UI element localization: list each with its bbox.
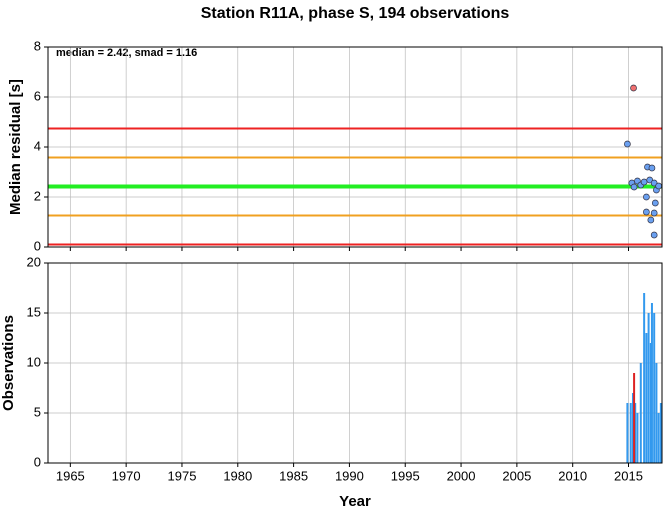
y-tick-label: 8	[34, 38, 41, 53]
bar	[647, 313, 650, 463]
x-tick-label: 1970	[112, 468, 141, 483]
bar	[659, 403, 662, 463]
bar	[634, 403, 637, 463]
x-tick-label: 2010	[558, 468, 587, 483]
x-tick-label: 2015	[614, 468, 643, 483]
point	[650, 231, 658, 239]
point	[650, 209, 658, 217]
point	[643, 193, 650, 201]
y-tick-label: 0	[34, 454, 41, 469]
point	[651, 199, 659, 207]
point	[648, 164, 656, 172]
bar	[626, 403, 629, 463]
bar	[655, 363, 658, 463]
point	[630, 84, 637, 92]
x-tick-label: 1980	[223, 468, 252, 483]
point	[630, 183, 638, 191]
y-tick-label: 10	[27, 354, 41, 369]
bar	[653, 313, 656, 463]
plot-frame	[47, 262, 663, 464]
point	[655, 182, 663, 190]
bar	[645, 333, 648, 463]
y-tick-label: 20	[27, 254, 41, 269]
plot-frame	[47, 46, 663, 248]
x-tick-label: 2005	[502, 468, 531, 483]
bar	[633, 373, 636, 463]
bar	[643, 293, 646, 463]
bar	[636, 413, 639, 463]
x-axis-label: Year	[339, 493, 371, 510]
y-tick-label: 0	[34, 238, 41, 253]
bar	[649, 343, 652, 463]
y-tick-label: 6	[34, 88, 41, 103]
bar	[629, 403, 632, 463]
point	[624, 140, 631, 148]
chart-title: Station R11A, phase S, 194 observations	[201, 5, 510, 22]
x-tick-label: 1975	[168, 468, 197, 483]
bar	[631, 393, 634, 463]
y-tick-label: 4	[34, 138, 41, 153]
point	[643, 208, 650, 216]
bar	[650, 303, 653, 463]
point	[647, 216, 655, 224]
y-tick-label: 2	[34, 188, 41, 203]
x-tick-label: 1995	[391, 468, 420, 483]
bar	[639, 363, 642, 463]
x-tick-label: 1965	[56, 468, 85, 483]
y-axis-label: Observations	[0, 315, 17, 411]
x-tick-label: 1985	[279, 468, 308, 483]
annotation: median = 2.42, smad = 1.16	[56, 47, 197, 59]
y-tick-label: 15	[27, 304, 41, 319]
point	[640, 178, 648, 186]
x-tick-label: 1990	[335, 468, 364, 483]
y-tick-label: 5	[34, 404, 41, 419]
x-tick-label: 2000	[447, 468, 476, 483]
bar	[657, 413, 660, 463]
y-axis-label: Median residual [s]	[7, 79, 24, 215]
